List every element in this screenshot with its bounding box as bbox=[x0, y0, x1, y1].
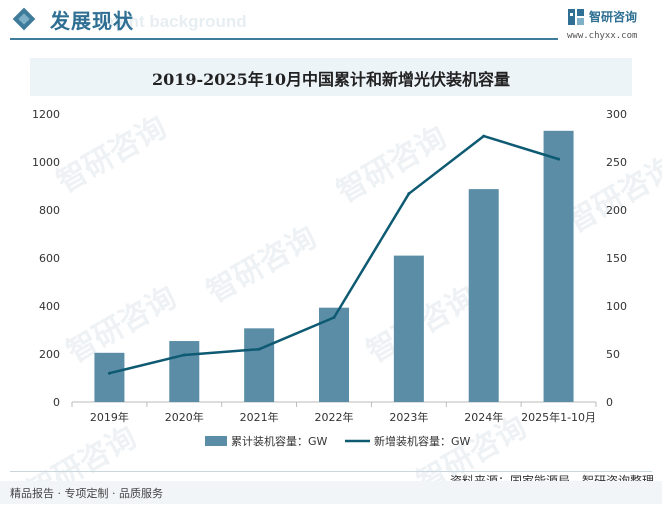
header-divider bbox=[10, 38, 558, 40]
bottom-bar: 精品报告 · 专项定制 · 品质服务 bbox=[0, 481, 662, 504]
header: ment background 发展现状 智研咨询 www.chyxx.com bbox=[0, 0, 662, 41]
footer-divider bbox=[10, 471, 652, 472]
x-tick-label: 2021年 bbox=[240, 410, 279, 424]
line-point bbox=[257, 347, 261, 351]
legend-swatch-bar bbox=[205, 436, 227, 446]
bar bbox=[244, 328, 275, 402]
y-right-tick-label: 250 bbox=[606, 156, 627, 169]
legend-label-bar: 累计装机容量：GW bbox=[231, 434, 328, 448]
line-point bbox=[332, 316, 336, 320]
x-tick-label: 2019年 bbox=[90, 410, 129, 424]
y-right-tick-label: 150 bbox=[606, 252, 627, 265]
y-left-tick-label: 0 bbox=[53, 396, 60, 409]
x-tick-label: 2023年 bbox=[389, 410, 428, 424]
y-right-tick-label: 200 bbox=[606, 204, 627, 217]
chart-title-band: 2019-2025年10月中国累计和新增光伏装机容量 bbox=[30, 58, 632, 96]
brand: 智研咨询 www.chyxx.com bbox=[567, 8, 662, 48]
x-tick-label: 2022年 bbox=[315, 410, 354, 424]
section-title: 发展现状 bbox=[50, 9, 134, 33]
brand-url: www.chyxx.com bbox=[567, 31, 638, 41]
x-tick-label: 2020年 bbox=[165, 410, 204, 424]
y-right-tick-label: 0 bbox=[606, 396, 613, 409]
line-point bbox=[182, 353, 186, 357]
y-left-tick-label: 200 bbox=[39, 348, 60, 361]
y-left-tick-label: 800 bbox=[39, 204, 60, 217]
bar bbox=[94, 352, 125, 402]
legend-label-line: 新增装机容量：GW bbox=[374, 434, 471, 448]
y-right-tick-label: 50 bbox=[606, 348, 620, 361]
x-tick-label: 2025年1-10月 bbox=[521, 410, 596, 424]
bar bbox=[468, 189, 499, 402]
y-left-tick-label: 1200 bbox=[32, 108, 60, 121]
y-left-tick-label: 400 bbox=[39, 300, 60, 313]
x-tick-label: 2024年 bbox=[464, 410, 503, 424]
zhiyan-logo-icon bbox=[568, 9, 584, 25]
line-point bbox=[407, 192, 411, 196]
header-ghost-text: ment background bbox=[104, 12, 247, 31]
line-point bbox=[482, 134, 486, 138]
bar bbox=[319, 307, 349, 402]
brand-name: 智研咨询 bbox=[589, 10, 638, 24]
chart-title: 2019-2025年10月中国累计和新增光伏装机容量 bbox=[152, 70, 510, 89]
services-text: 精品报告 · 专项定制 · 品质服务 bbox=[10, 487, 163, 500]
y-right-tick-label: 100 bbox=[606, 300, 627, 313]
y-left-tick-label: 600 bbox=[39, 252, 60, 265]
bar bbox=[169, 341, 200, 402]
line-point bbox=[557, 157, 561, 161]
line-point bbox=[107, 371, 111, 375]
bar bbox=[393, 255, 424, 402]
bar bbox=[543, 130, 574, 403]
y-right-tick-label: 300 bbox=[606, 108, 627, 121]
y-left-tick-label: 1000 bbox=[32, 156, 60, 169]
